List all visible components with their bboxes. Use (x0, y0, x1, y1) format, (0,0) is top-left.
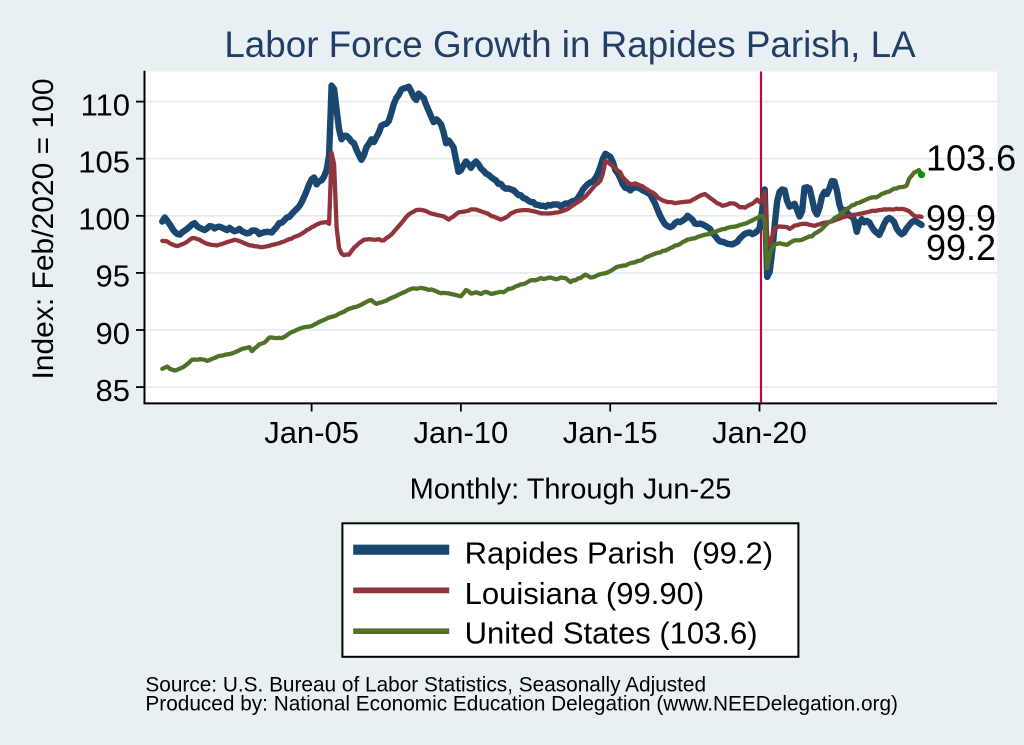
svg-text:United States (103.6): United States (103.6) (465, 616, 758, 651)
svg-text:Louisiana (99.90): Louisiana (99.90) (465, 576, 705, 611)
svg-text:105: 105 (78, 145, 130, 180)
svg-text:Jan-20: Jan-20 (712, 415, 807, 450)
svg-text:95: 95 (96, 259, 130, 294)
svg-text:Monthly: Through Jun-25: Monthly: Through Jun-25 (410, 474, 732, 506)
svg-text:Jan-05: Jan-05 (264, 415, 359, 450)
svg-text:Jan-10: Jan-10 (414, 415, 509, 450)
svg-text:103.6: 103.6 (926, 137, 1016, 178)
svg-text:Labor Force Growth in Rapides: Labor Force Growth in Rapides Parish, LA (224, 24, 916, 65)
svg-text:Source: U.S. Bureau of Labor S: Source: U.S. Bureau of Labor Statistics,… (145, 674, 706, 697)
svg-text:100: 100 (78, 202, 130, 237)
svg-text:Produced by: National Economic: Produced by: National Economic Education… (145, 693, 898, 716)
svg-text:Jan-15: Jan-15 (563, 415, 658, 450)
svg-text:99.2: 99.2 (926, 227, 996, 268)
svg-text:Index: Feb/2020 = 100: Index: Feb/2020 = 100 (27, 78, 60, 379)
svg-text:90: 90 (96, 316, 130, 351)
svg-text:Rapides Parish (99.2): Rapides Parish (99.2) (465, 536, 773, 571)
svg-text:85: 85 (96, 373, 130, 408)
svg-text:110: 110 (81, 87, 130, 122)
svg-text:99.9: 99.9 (926, 198, 996, 239)
